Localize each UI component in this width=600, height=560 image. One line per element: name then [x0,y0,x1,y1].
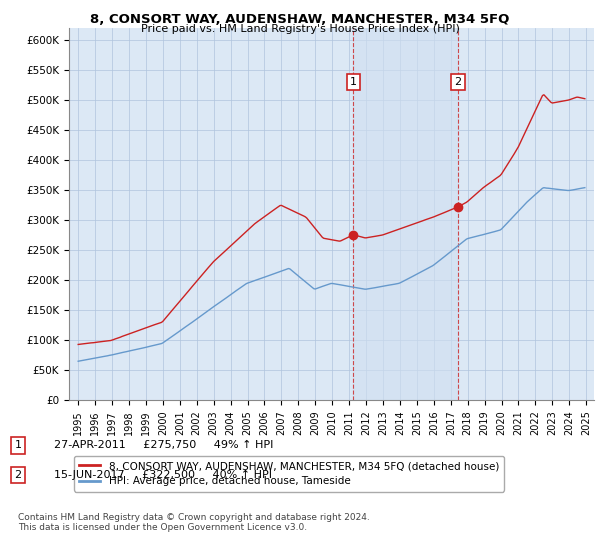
Text: 27-APR-2011     £275,750     49% ↑ HPI: 27-APR-2011 £275,750 49% ↑ HPI [54,440,274,450]
Legend: 8, CONSORT WAY, AUDENSHAW, MANCHESTER, M34 5FQ (detached house), HPI: Average pr: 8, CONSORT WAY, AUDENSHAW, MANCHESTER, M… [74,456,504,492]
Text: Contains HM Land Registry data © Crown copyright and database right 2024.
This d: Contains HM Land Registry data © Crown c… [18,512,370,532]
Text: 1: 1 [350,77,357,87]
Text: 15-JUN-2017     £322,500     40% ↑ HPI: 15-JUN-2017 £322,500 40% ↑ HPI [54,470,272,480]
Text: 1: 1 [14,440,22,450]
Text: 2: 2 [14,470,22,480]
Text: 2: 2 [454,77,461,87]
Text: Price paid vs. HM Land Registry's House Price Index (HPI): Price paid vs. HM Land Registry's House … [140,24,460,34]
Bar [353,28,458,400]
Text: 8, CONSORT WAY, AUDENSHAW, MANCHESTER, M34 5FQ: 8, CONSORT WAY, AUDENSHAW, MANCHESTER, M… [91,13,509,26]
